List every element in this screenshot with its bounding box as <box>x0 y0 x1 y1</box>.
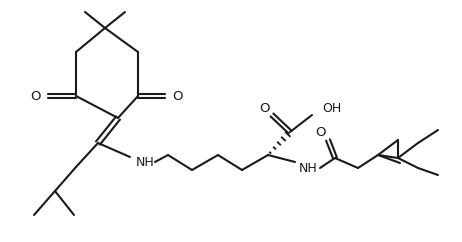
Text: O: O <box>260 101 270 114</box>
Text: O: O <box>172 90 182 103</box>
Text: NH: NH <box>298 161 317 174</box>
Text: NH: NH <box>136 156 154 168</box>
Text: O: O <box>30 90 41 103</box>
Text: OH: OH <box>322 101 341 114</box>
Text: O: O <box>316 126 326 138</box>
